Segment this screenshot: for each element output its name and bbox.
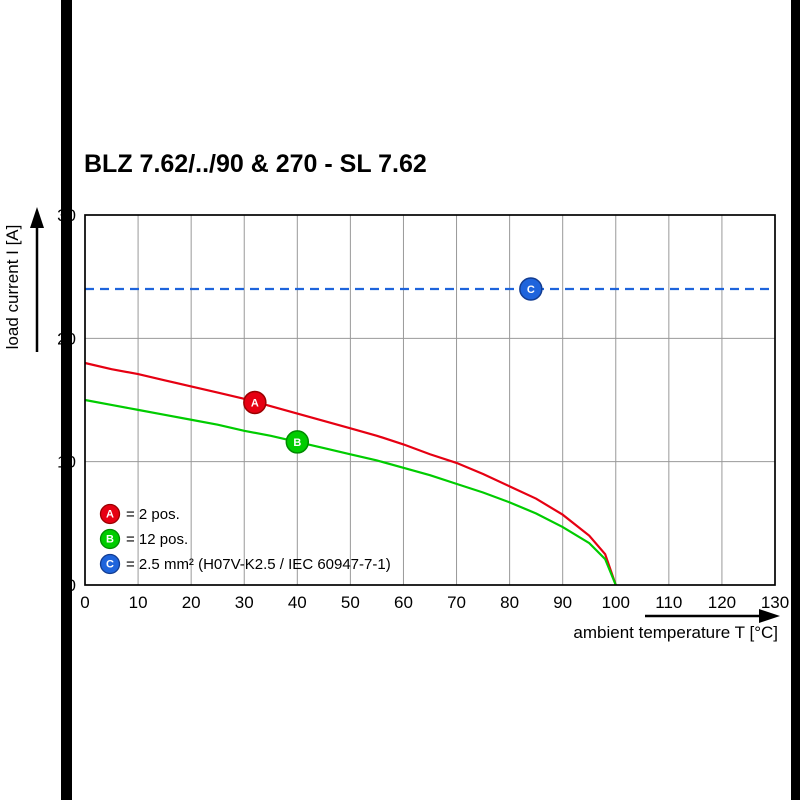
marker-letter-C: C [527, 284, 535, 296]
legend-label-C: = 2.5 mm² (H07V-K2.5 / IEC 60947-7-1) [126, 556, 391, 573]
legend-letter-B: B [106, 534, 114, 546]
page-edge-right [791, 0, 800, 800]
x-axis-arrow [645, 609, 780, 623]
x-tick-label: 30 [235, 593, 254, 612]
curve-A [84, 361, 617, 586]
legend-letter-C: C [106, 559, 114, 571]
legend-swatch-C [99, 553, 121, 575]
x-axis-label: ambient temperature T [°C] [573, 623, 778, 642]
legend-label-B: = 12 pos. [126, 531, 188, 548]
y-axis-label: load current I [A] [3, 225, 22, 350]
x-tick-label: 120 [708, 593, 736, 612]
legend-label-A: = 2 pos. [126, 506, 180, 523]
y-tick-label: 0 [67, 576, 76, 595]
x-tick-label: 110 [655, 593, 682, 612]
legend-swatch-B [99, 528, 121, 550]
y-tick-label: 30 [57, 206, 76, 225]
marker-letter-A: A [251, 397, 259, 409]
curve-B [84, 398, 617, 586]
x-tick-label: 50 [341, 593, 360, 612]
x-tick-label: 20 [182, 593, 201, 612]
x-tick-label: 80 [500, 593, 519, 612]
marker-C [519, 277, 543, 301]
x-tick-label: 90 [553, 593, 572, 612]
x-tick-label: 10 [129, 593, 148, 612]
y-tick-label: 10 [57, 453, 76, 472]
plot-border [84, 214, 776, 586]
legend-swatch-A [99, 503, 121, 525]
page-edge-left [61, 0, 72, 800]
y-tick-label: 20 [57, 329, 76, 348]
y-axis-arrow [30, 207, 44, 352]
chart-title: BLZ 7.62/../90 & 270 - SL 7.62 [84, 150, 427, 178]
chart-generated-content: 0 10 20 30 40 50 60 70 80 90 100 110 120 130 0 10 20 30 A B… [57, 206, 789, 612]
x-tick-label: 100 [602, 593, 630, 612]
x-tick-label: 40 [288, 593, 307, 612]
marker-B [285, 430, 310, 454]
x-tick-label: 70 [447, 593, 466, 612]
x-tick-label: 130 [761, 593, 789, 612]
marker-letter-B: B [293, 437, 301, 449]
marker-A [243, 390, 267, 415]
legend-letter-A: A [106, 509, 114, 521]
x-tick-label: 0 [80, 593, 89, 612]
x-tick-label: 60 [394, 593, 413, 612]
